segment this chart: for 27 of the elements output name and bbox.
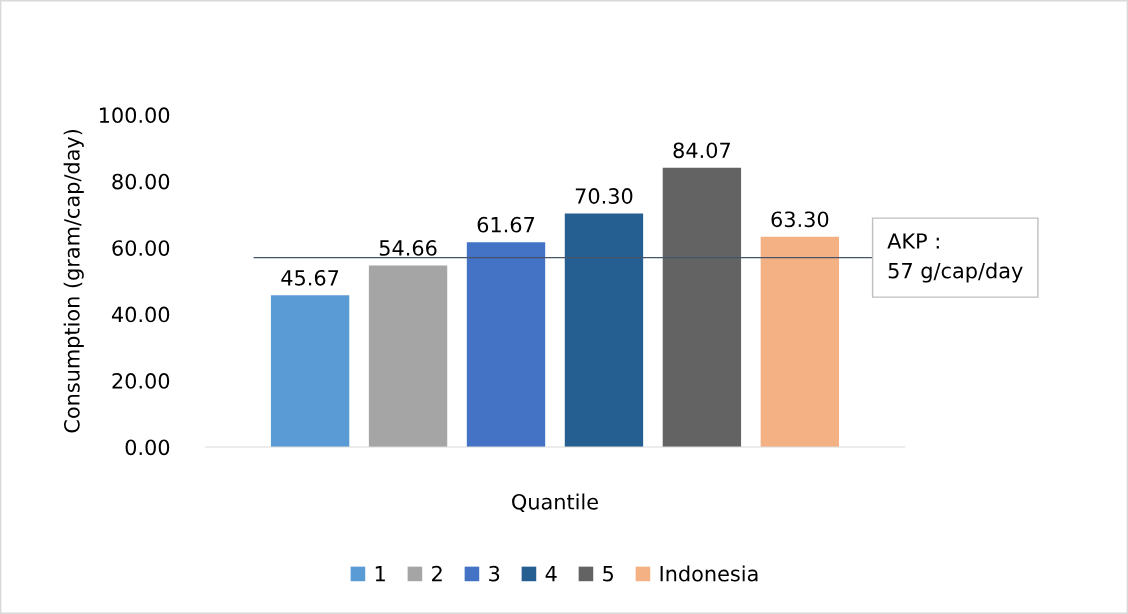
legend-label: 5 <box>603 566 613 582</box>
bar <box>368 265 448 447</box>
legend-label: 2 <box>432 565 442 582</box>
legend-label: 1 <box>375 566 385 582</box>
y-axis-title: Consumption (gram/cap/day) <box>63 129 84 433</box>
x-axis-title: Quantile <box>512 493 598 513</box>
data-label: 61.67 <box>477 216 535 233</box>
y-tick-label: 60.00 <box>112 240 170 256</box>
y-tick-label: 20.00 <box>112 373 170 389</box>
bar <box>270 295 350 447</box>
bar <box>760 236 840 447</box>
y-tick-label: 100.00 <box>99 107 170 124</box>
data-label: 54.66 <box>379 240 437 256</box>
data-label: 45.67 <box>281 269 339 286</box>
data-label: 84.07 <box>673 142 730 159</box>
y-tick-label: 80.00 <box>112 173 170 190</box>
y-tick-label: 40.00 <box>111 306 170 323</box>
bar <box>662 167 742 447</box>
legend-label: 3 <box>489 565 500 582</box>
y-tick-label: 0.00 <box>125 439 170 456</box>
data-label: 70.30 <box>575 188 633 204</box>
ref-line-label: AKP : 57 g/cap/day <box>887 233 1023 283</box>
bar <box>466 242 546 447</box>
legend-label: Indonesia <box>660 565 758 582</box>
legend-label: 4 <box>545 566 557 582</box>
bar <box>564 213 644 447</box>
data-label: 63.30 <box>771 211 829 228</box>
